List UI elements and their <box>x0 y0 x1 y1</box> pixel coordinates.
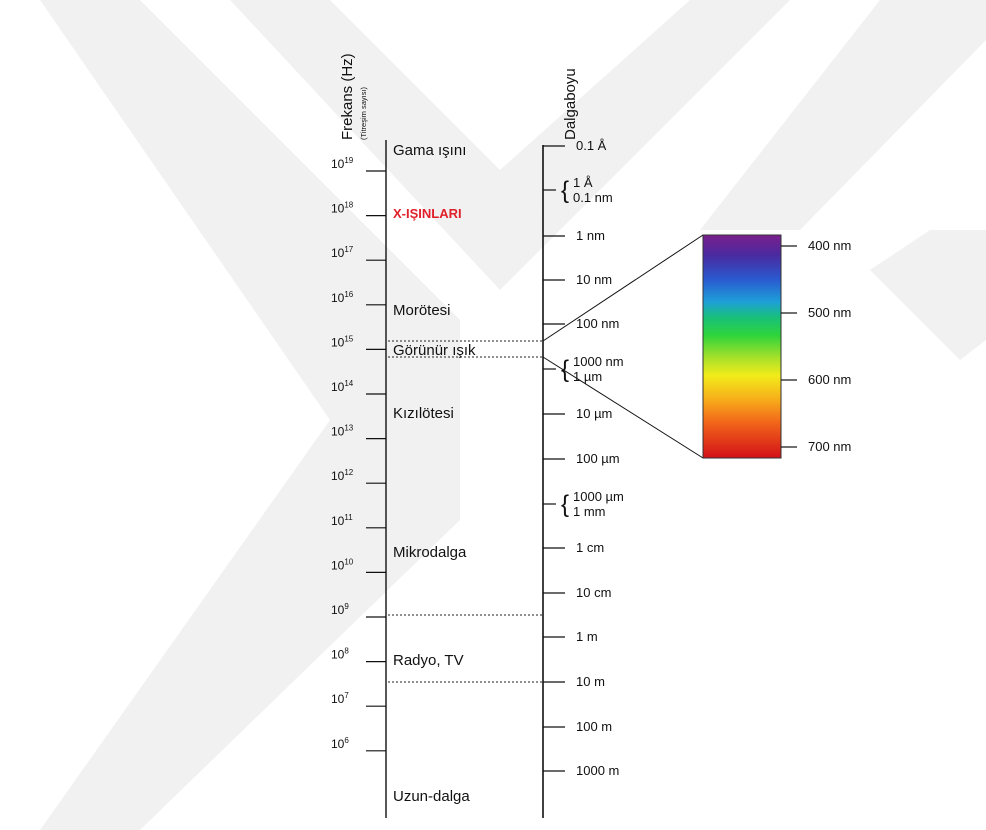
frequency-tick-label: 108 <box>331 647 349 662</box>
region-label: Kızılötesi <box>393 405 454 422</box>
frequency-tick-label: 1016 <box>331 290 354 305</box>
frequency-tick-label: 1017 <box>331 245 354 260</box>
frequency-tick-base: 10 <box>331 202 345 216</box>
frequency-axis-title: Frekans (Hz) <box>339 53 356 140</box>
brace-symbol: { <box>561 177 569 204</box>
region-label: Radyo, TV <box>393 652 464 669</box>
region-label: Morötesi <box>393 302 451 319</box>
region-label: Gama ışını <box>393 142 466 159</box>
frequency-tick-exponent: 6 <box>344 736 349 745</box>
frequency-tick-exponent: 10 <box>344 557 353 566</box>
frequency-tick-label: 1018 <box>331 201 354 216</box>
frequency-tick-label: 1010 <box>331 557 354 572</box>
frequency-tick-exponent: 12 <box>344 468 353 477</box>
watermark-shape <box>500 0 790 230</box>
frequency-tick-base: 10 <box>331 692 345 706</box>
zoom-line-bottom <box>542 356 704 459</box>
spectrum-wavelength-label: 500 nm <box>808 305 851 320</box>
wavelength-tick-label: 100 nm <box>576 316 619 331</box>
region-label: Uzun-dalga <box>393 788 470 805</box>
frequency-tick-exponent: 8 <box>344 647 349 656</box>
frequency-tick-exponent: 14 <box>344 379 353 388</box>
spectrum-wavelength-label: 600 nm <box>808 372 851 387</box>
frequency-tick-exponent: 16 <box>344 290 353 299</box>
frequency-tick-exponent: 18 <box>344 201 353 210</box>
wavelength-ticks: 0.1 Å 1 nm 10 nm 100 nm 10 µm 100 µm 1 cm 10 cm… <box>543 138 620 778</box>
brace-top-label: 1000 µm <box>573 489 624 504</box>
frequency-tick-exponent: 15 <box>344 334 353 343</box>
wavelength-tick-label: 1 m <box>576 629 598 644</box>
brace-symbol: { <box>561 356 569 383</box>
frequency-tick-base: 10 <box>331 380 345 394</box>
wavelength-tick-label: 100 m <box>576 719 612 734</box>
frequency-tick-exponent: 17 <box>344 245 353 254</box>
wavelength-brace-pairs: {1 Å0.1 nm {1000 nm1 µm {1000 µm1 mm <box>543 175 624 519</box>
frequency-tick-base: 10 <box>331 246 345 260</box>
region-label: X-IŞINLARI <box>393 206 462 221</box>
frequency-tick-base: 10 <box>331 157 345 171</box>
brace-bottom-label: 1 mm <box>573 504 606 519</box>
frequency-tick-label: 1013 <box>331 424 354 439</box>
frequency-tick-exponent: 11 <box>344 513 353 522</box>
frequency-tick-exponent: 13 <box>344 424 353 433</box>
wavelength-tick-label: 10 nm <box>576 272 612 287</box>
wavelength-tick-label: 1 cm <box>576 540 604 555</box>
frequency-tick-base: 10 <box>331 558 345 572</box>
visible-spectrum-bar <box>702 234 782 459</box>
wavelength-tick-label: 1 nm <box>576 228 605 243</box>
wavelength-tick-label: 10 m <box>576 674 605 689</box>
region-label: Görünür ışık <box>393 342 476 359</box>
frequency-tick-label: 106 <box>331 736 349 751</box>
frequency-tick-label: 109 <box>331 602 349 617</box>
background-watermark <box>40 0 986 830</box>
region-label: Mikrodalga <box>393 544 467 561</box>
frequency-tick-base: 10 <box>331 291 345 305</box>
frequency-tick-label: 1014 <box>331 379 354 394</box>
brace-top-label: 1 Å <box>573 175 593 190</box>
brace-top-label: 1000 nm <box>573 354 624 369</box>
brace-bottom-label: 0.1 nm <box>573 190 613 205</box>
spectrum-wavelength-label: 400 nm <box>808 238 851 253</box>
frequency-tick-base: 10 <box>331 737 345 751</box>
visible-spectrum-labels: 400 nm 500 nm 600 nm 700 nm <box>781 238 851 454</box>
frequency-tick-label: 1019 <box>331 156 354 171</box>
frequency-axis-subtitle: (Titreşim sayısı) <box>359 86 368 140</box>
region-labels: Gama ışını X-IŞINLARI Morötesi Görünür ışık… <box>393 142 476 805</box>
watermark-shape <box>40 0 460 830</box>
frequency-tick-base: 10 <box>331 335 345 349</box>
wavelength-axis-title: Dalgaboyu <box>562 68 579 140</box>
frequency-tick-base: 10 <box>331 648 345 662</box>
wavelength-tick-label: 10 cm <box>576 585 611 600</box>
spectrum-wavelength-label: 700 nm <box>808 439 851 454</box>
watermark-shape <box>230 0 560 290</box>
frequency-tick-base: 10 <box>331 469 345 483</box>
frequency-tick-exponent: 7 <box>344 691 349 700</box>
wavelength-tick-label: 10 µm <box>576 406 612 421</box>
brace-symbol: { <box>561 491 569 518</box>
frequency-tick-base: 10 <box>331 603 345 617</box>
wavelength-tick-label: 1000 m <box>576 763 619 778</box>
brace-bottom-label: 1 µm <box>573 369 602 384</box>
watermark-shape <box>870 230 986 360</box>
frequency-tick-label: 1012 <box>331 468 354 483</box>
watermark-shape <box>700 0 986 230</box>
frequency-tick-base: 10 <box>331 425 345 439</box>
zoom-line-top <box>542 234 704 342</box>
frequency-tick-label: 107 <box>331 691 349 706</box>
wavelength-tick-label: 100 µm <box>576 451 620 466</box>
frequency-ticks: 1019101810171016101510141013101210111010… <box>331 156 386 752</box>
frequency-tick-label: 1015 <box>331 334 354 349</box>
frequency-tick-exponent: 9 <box>344 602 349 611</box>
frequency-tick-exponent: 19 <box>344 156 353 165</box>
frequency-tick-label: 1011 <box>331 513 353 528</box>
frequency-tick-base: 10 <box>331 514 345 528</box>
wavelength-tick-label: 0.1 Å <box>576 138 607 153</box>
